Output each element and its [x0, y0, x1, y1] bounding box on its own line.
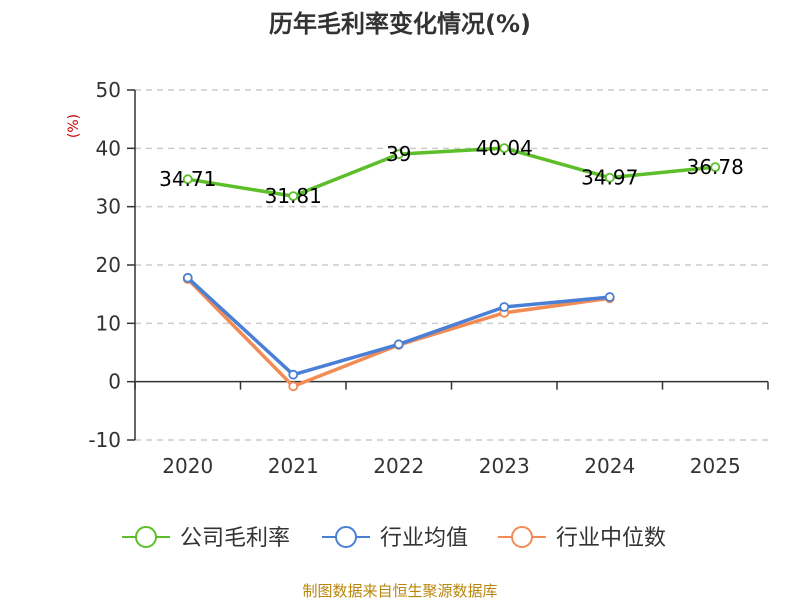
- y-tick-label: 20: [96, 253, 121, 277]
- x-tick-label: 2023: [479, 454, 530, 478]
- data-label: 40.04: [476, 136, 533, 160]
- series-layer: [182, 143, 721, 392]
- legend: 公司毛利率 行业均值 行业中位数: [122, 526, 666, 551]
- legend-label: 行业中位数: [556, 526, 666, 551]
- data-point: [393, 339, 404, 350]
- data-point: [499, 143, 510, 154]
- y-axis-label: (%): [66, 114, 82, 138]
- x-tick-label: 2025: [690, 454, 741, 478]
- legend-marker: [511, 526, 533, 548]
- data-label: 39: [386, 142, 411, 166]
- x-tick-label: 2020: [162, 454, 213, 478]
- y-tick-label: -10: [88, 428, 121, 452]
- data-point: [182, 174, 193, 185]
- legend-label: 行业均值: [380, 526, 468, 551]
- y-tick-label: 40: [96, 136, 121, 160]
- data-point: [393, 149, 404, 160]
- chart-title: 历年毛利率变化情况(%): [269, 10, 531, 38]
- x-tick-label: 2022: [373, 454, 424, 478]
- data-labels: 34.71 31.81 39 40.04 34.97 36.78: [159, 136, 744, 208]
- data-label: 31.81: [265, 184, 322, 208]
- data-label: 36.78: [687, 155, 744, 179]
- legend-label: 公司毛利率: [180, 526, 290, 551]
- data-label: 34.71: [159, 167, 216, 191]
- data-point: [604, 172, 615, 183]
- series-line: [186, 276, 610, 377]
- x-tick-label: 2021: [268, 454, 319, 478]
- source-note: 制图数据来自恒生聚源数据库: [302, 582, 497, 600]
- y-tick-label: 50: [96, 78, 121, 102]
- data-point: [182, 272, 193, 283]
- data-point: [499, 302, 510, 312]
- data-point: [288, 369, 299, 380]
- y-tick-label: 0: [108, 370, 121, 394]
- data-label: 34.97: [581, 166, 638, 190]
- series-line: [187, 146, 716, 198]
- axes: 50 40 30 20 10 0 -10 2020 2021 2022 2023 2024 2025: [88, 78, 769, 478]
- data-point: [604, 292, 615, 302]
- x-tick-label: 2024: [584, 454, 635, 478]
- legend-marker: [135, 526, 157, 548]
- legend-marker: [335, 526, 357, 548]
- y-tick-label: 10: [96, 311, 121, 335]
- data-point: [710, 162, 721, 173]
- series-line: [186, 277, 610, 389]
- data-point: [288, 381, 299, 392]
- data-point: [288, 191, 299, 202]
- y-tick-label: 30: [96, 195, 121, 219]
